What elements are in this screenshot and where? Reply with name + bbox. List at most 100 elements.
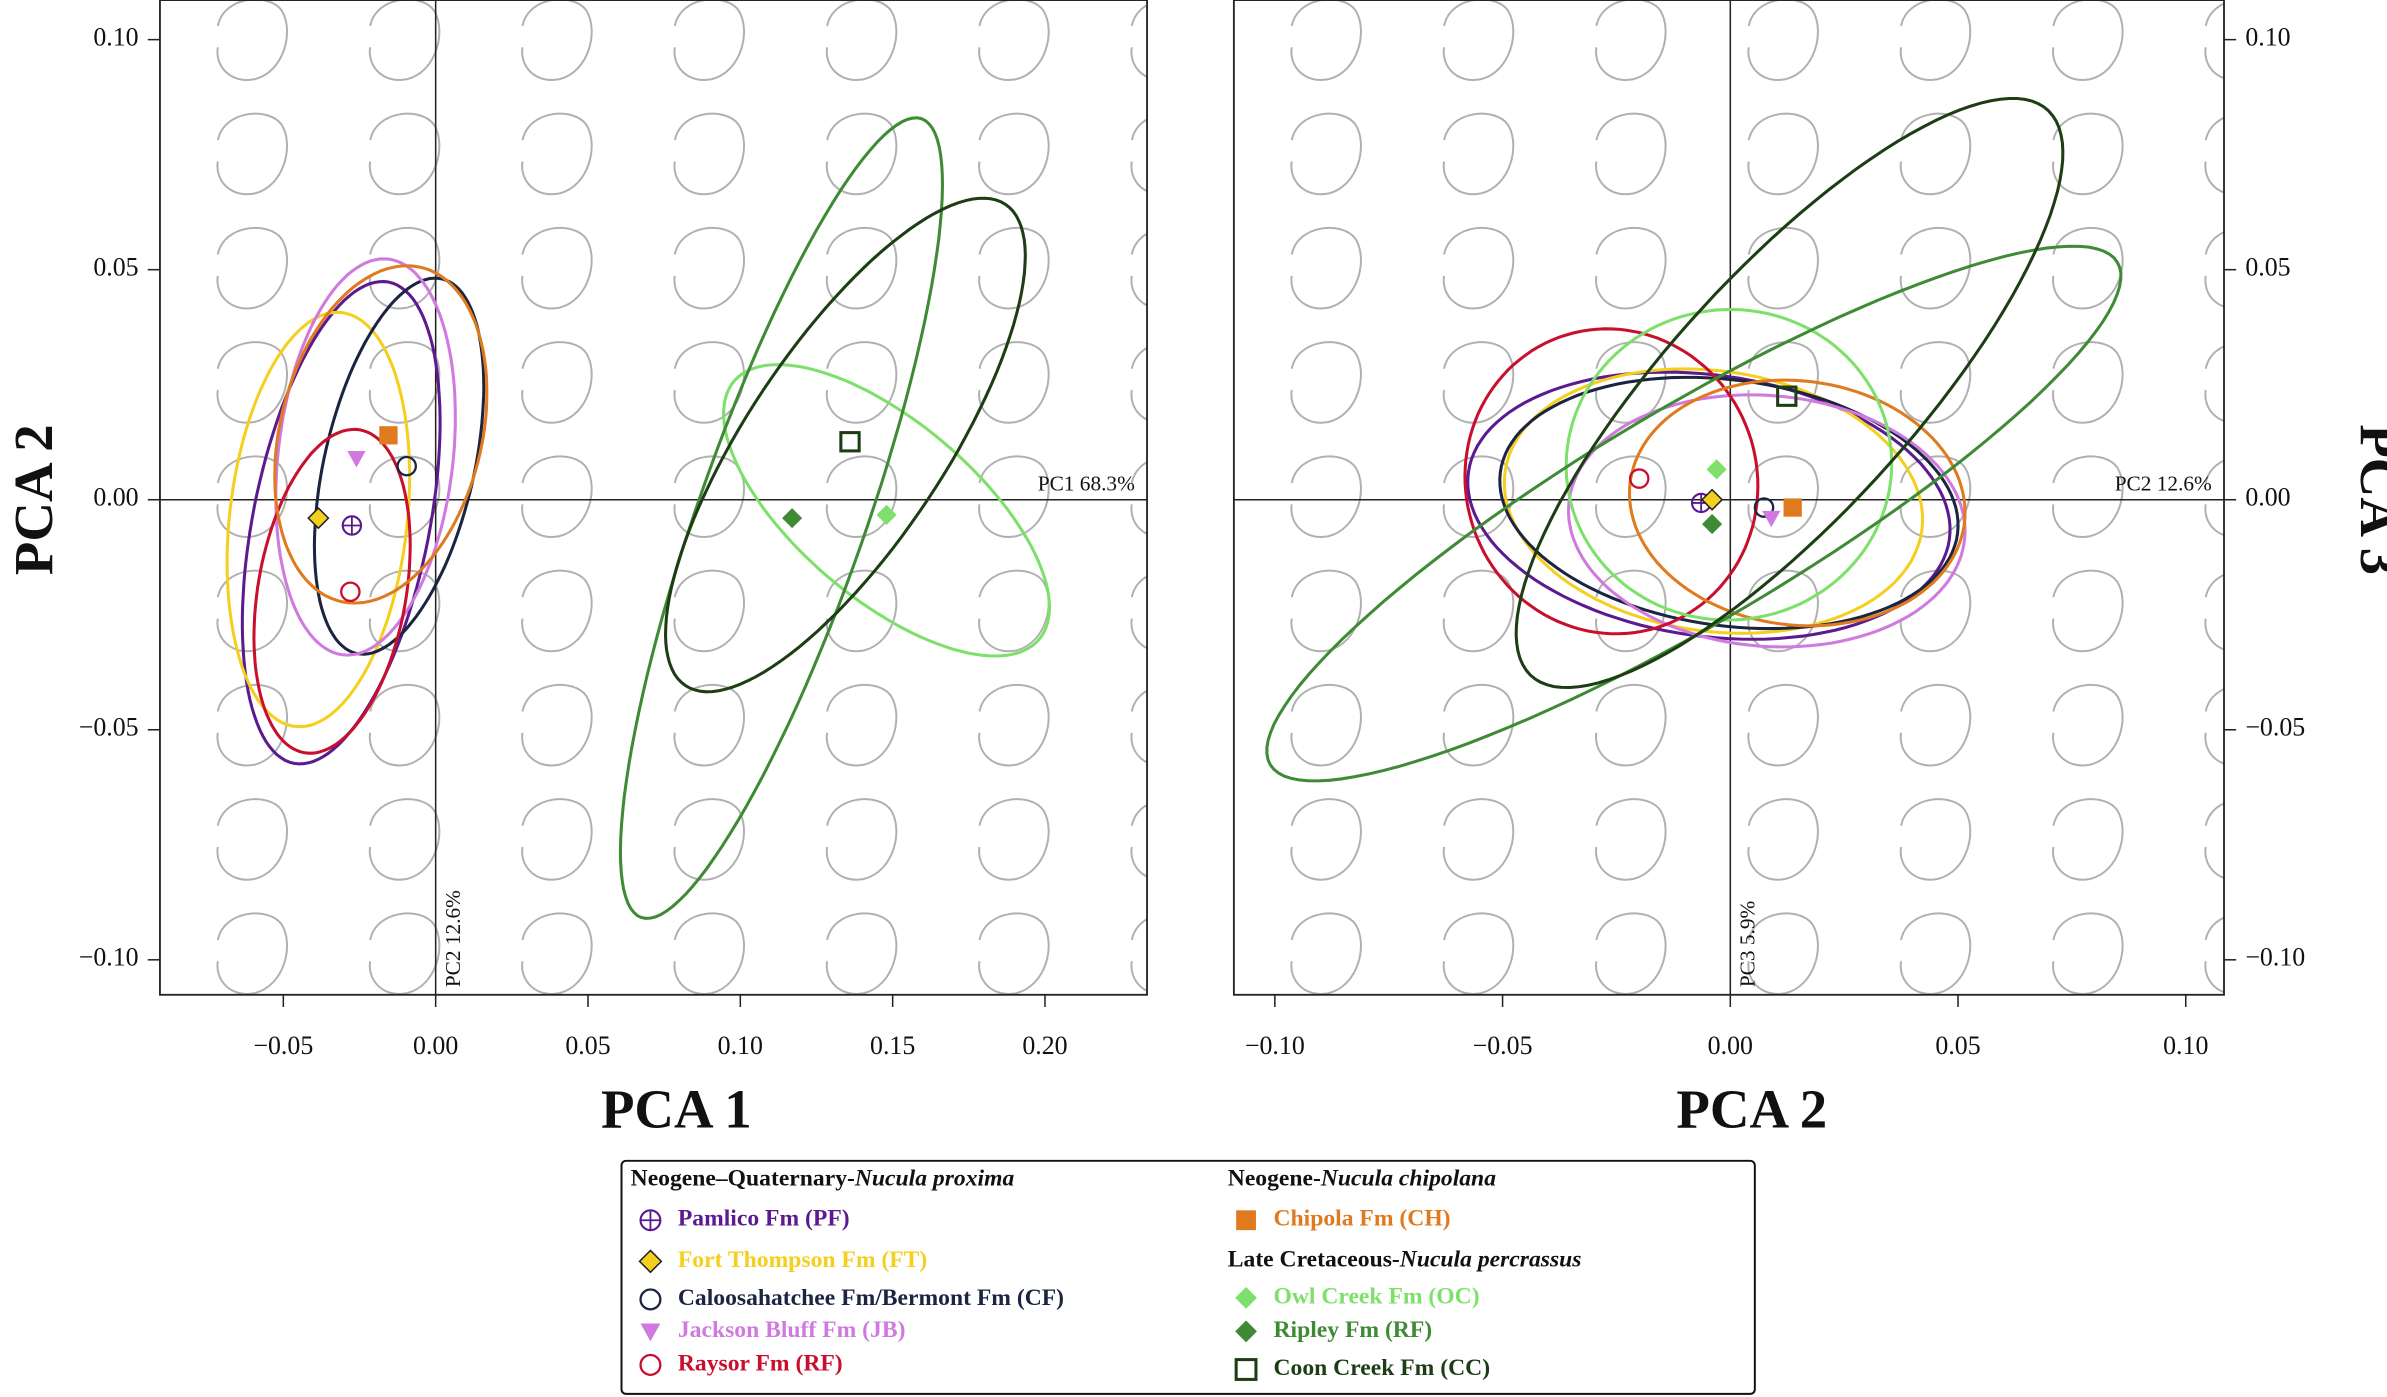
y-tick-label: −0.05	[79, 713, 139, 742]
outline-shape	[2204, 116, 2225, 194]
outline-shape	[2204, 573, 2225, 651]
ellipse	[1514, 96, 2065, 690]
x-annotation: PC1 68.3%	[1038, 472, 1135, 496]
ellipse	[618, 116, 944, 920]
x-tick-label: 0.20	[1022, 1031, 1067, 1060]
x-tick-label: 0.00	[1708, 1031, 1753, 1060]
x-tick-label: −0.05	[1473, 1031, 1533, 1060]
legend-header: Neogene–Quaternary-Nucula proxima	[631, 1166, 1015, 1192]
outline-shape	[978, 112, 1050, 196]
outline-shape	[978, 798, 1050, 881]
outline-shape	[2204, 802, 2225, 879]
marker	[1762, 510, 1781, 528]
y-tick-label: −0.05	[2245, 713, 2305, 742]
x-tick-label: −0.05	[253, 1031, 313, 1060]
legend-label: Caloosahatchee Fm/Bermont Fm (CF)	[678, 1285, 1064, 1311]
marker	[396, 455, 418, 477]
outline-shape	[673, 112, 745, 196]
legend-label: Chipola Fm (CH)	[1273, 1206, 1450, 1232]
y-axis-title: PCA 2	[3, 424, 64, 575]
legend-marker	[639, 1353, 662, 1376]
legend-label: Coon Creek Fm (CC)	[1273, 1355, 1490, 1381]
marker	[340, 581, 361, 603]
outline-shape	[521, 569, 593, 653]
outline-shape	[1442, 569, 1515, 653]
outline-shape	[1130, 689, 1148, 764]
outline-shape	[1290, 912, 1362, 995]
y-tick-label: 0.10	[2245, 23, 2290, 52]
x-tick-label: 0.10	[2163, 1031, 2208, 1060]
outline-shape	[1442, 112, 1515, 196]
marker	[1706, 459, 1727, 480]
legend: Neogene–Quaternary-Nucula proximaPamlico…	[631, 1166, 1582, 1381]
outline-shape	[1290, 455, 1362, 538]
marker	[379, 426, 398, 445]
outline-shape	[1899, 0, 1972, 81]
outline-shape	[521, 798, 593, 881]
y-tick-label: 0.05	[2245, 253, 2290, 282]
outline-shape	[978, 683, 1050, 767]
marker	[1753, 497, 1775, 518]
outline-shape	[1130, 461, 1148, 535]
x-tick-label: 0.05	[565, 1031, 610, 1060]
legend-marker	[638, 1249, 663, 1274]
legend-header-prefix: Neogene–Quaternary-	[631, 1166, 855, 1192]
legend-box	[620, 1159, 1756, 1395]
legend-marker	[1235, 1320, 1257, 1343]
outline-shape	[2052, 455, 2124, 538]
x-axis-title: PCA 1	[601, 1078, 752, 1139]
outline-shape	[673, 455, 745, 538]
x-tick-label: 0.10	[718, 1031, 763, 1060]
markers	[307, 426, 897, 603]
outline-shape	[1130, 232, 1148, 307]
legend-header-taxon: Nucula chipolana	[1320, 1166, 1496, 1192]
outline-shape	[978, 912, 1050, 995]
ellipse	[1567, 393, 1967, 649]
outline-shape	[673, 798, 745, 881]
outline-shape	[1899, 798, 1972, 881]
marker	[782, 508, 803, 529]
outline-shape	[1290, 0, 1362, 81]
outline-shape	[216, 912, 289, 995]
outline-shape	[978, 341, 1050, 424]
legend-header: Neogene-Nucula chipolana	[1228, 1166, 1496, 1192]
outline-shape	[978, 569, 1050, 653]
outline-shape	[1442, 683, 1515, 767]
y-tick-label: 0.05	[93, 253, 138, 282]
legend-marker	[1235, 1287, 1257, 1309]
outline-shape	[825, 0, 898, 81]
outline-shape	[1595, 798, 1667, 881]
outline-shape	[2052, 0, 2124, 81]
outline-shape	[1747, 341, 1819, 424]
outline-shape	[1747, 455, 1819, 538]
outline-shape	[521, 683, 593, 767]
marker-cross	[342, 516, 362, 535]
ellipse	[664, 196, 1027, 694]
marker	[1700, 488, 1724, 511]
outline-shape	[368, 798, 441, 881]
outline-shape	[1899, 226, 1972, 310]
outline-shape	[673, 912, 745, 995]
outline-shape	[1290, 112, 1362, 196]
outline-shape	[1442, 226, 1515, 310]
ellipse	[1463, 327, 1760, 636]
outline-shape	[978, 0, 1050, 81]
y-axis-title: PCA 3	[2349, 424, 2387, 575]
outline-shape	[368, 912, 441, 995]
marker	[307, 506, 330, 530]
outline-shape	[521, 226, 593, 310]
legend-header: Late Cretaceous-Nucula percrassus	[1228, 1247, 1582, 1273]
shape-grid	[216, 0, 1148, 995]
outline-shape	[825, 112, 898, 196]
shape-grid	[1290, 0, 2225, 995]
outline-shape	[1747, 798, 1819, 881]
ellipse	[225, 310, 412, 729]
outline-shape	[1290, 226, 1362, 310]
outline-shape	[1442, 341, 1515, 424]
ellipses	[225, 116, 1052, 920]
marker	[1783, 498, 1802, 517]
outline-shape	[1747, 912, 1819, 995]
outline-shape	[1747, 569, 1819, 653]
legend-label: Ripley Fm (RF)	[1273, 1317, 1432, 1343]
marker	[1702, 514, 1723, 535]
